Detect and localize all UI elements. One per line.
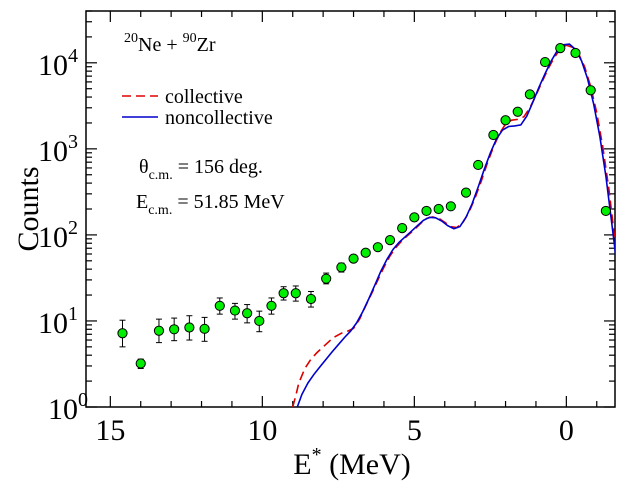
data-point [135,358,146,369]
data-point [445,201,456,212]
data-point [199,323,210,334]
y-tick-label: 100 [48,389,88,426]
data-point [254,315,265,327]
y-axis-tick-labels: 100 101 102 103 104 [38,45,88,426]
data-point [614,278,615,284]
data-point [372,242,383,253]
legend-label-collective: collective [165,86,243,108]
data-point [384,235,396,246]
data-point [524,89,535,100]
data-point [512,106,523,117]
theta-annotation: θc.m. = 156 deg. [139,156,263,183]
y-tick-label: 102 [38,217,78,254]
data-point [336,262,347,273]
x-axis-label: E* (MeV) [293,444,410,481]
x-tick-label: 0 [559,414,574,447]
data-point [433,203,444,215]
data-point [460,187,472,198]
data-point [397,222,408,234]
data-point [169,324,180,335]
series-line-noncollective [296,43,615,407]
data-point [600,205,611,217]
data-point [500,115,511,126]
data-point [488,129,499,141]
data-point [421,205,432,217]
legend-label-noncollective: noncollective [165,107,273,129]
data-point [266,300,277,311]
y-tick-label: 104 [38,45,78,82]
data-point [242,308,253,319]
x-axis-tick-labels: 15 10 5 0 [95,414,574,447]
data-point [214,300,225,311]
data-point [278,288,289,299]
data-point [409,212,420,223]
y-axis-ticks [86,10,615,408]
data-point [555,43,566,54]
data-point [473,159,484,171]
x-tick-label: 5 [407,414,422,447]
data-point [117,328,128,339]
x-tick-label: 10 [247,414,277,447]
data-point [585,85,596,96]
data-point [539,56,551,68]
x-tick-label: 15 [95,414,125,447]
data-point [184,322,195,333]
data-point [321,273,332,284]
y-tick-label: 101 [38,303,78,340]
data-point [305,293,317,305]
x-axis-ticks [109,11,598,407]
energy-annotation: Ec.m. = 51.85 MeV [136,191,285,218]
data-point [570,47,581,59]
data-point [290,288,301,299]
y-tick-label: 103 [38,131,78,168]
data-points [117,43,615,369]
data-point [348,253,359,264]
y-axis-label: Counts [12,166,45,251]
data-point [360,247,371,258]
legend: collective noncollective [122,86,273,129]
reaction-label: 20Ne + 90Zr [124,31,216,56]
data-point [229,305,241,316]
data-point [153,325,165,336]
series-line-collective [291,44,615,407]
